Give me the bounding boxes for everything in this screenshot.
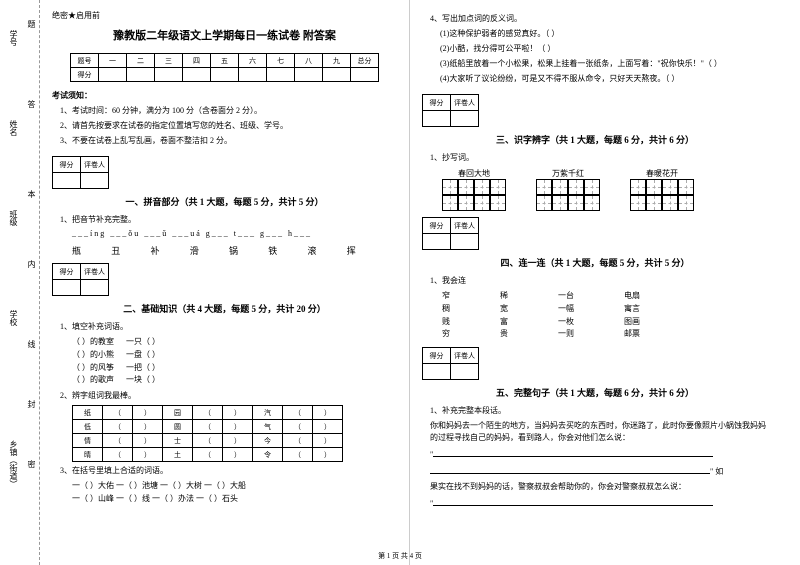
sec2-title: 二、基础知识（共 4 大题，每题 5 分，共计 20 分） (52, 302, 397, 315)
notice-item: 3、不要在试卷上乱写乱画，卷面不整洁扣 2 分。 (60, 135, 397, 147)
fill: 一只（ ） (126, 337, 160, 346)
th: 一 (99, 54, 127, 68)
th: 六 (239, 54, 267, 68)
vlabel-town: 乡镇（街道） (8, 440, 19, 488)
c: 稀 (500, 290, 508, 303)
th: 三 (155, 54, 183, 68)
seal-char: 本 (26, 190, 37, 198)
page-footer: 第 1 页 共 4 页 (0, 551, 800, 561)
c: 富 (500, 316, 508, 329)
vlabel-class: 班级 (8, 210, 19, 226)
sec3-title: 三、识字辨字（共 1 大题，每题 6 分，共计 6 分） (422, 133, 768, 146)
c: 电扇 (624, 290, 640, 303)
seal-char: 密 (26, 460, 37, 468)
sec1-title: 一、拼音部分（共 1 大题，每题 5 分，共计 5 分） (52, 195, 397, 208)
c: 一则 (558, 328, 574, 341)
c: 窄 (442, 290, 450, 303)
right-column: 4、写出加点词的反义词。 (1)这种保护弱者的感觉真好。（ ） (2)小酷，找分… (410, 0, 780, 565)
seal-char: 内 (26, 260, 37, 268)
th: 八 (295, 54, 323, 68)
sb-grader: 评卷人 (81, 157, 109, 173)
subq: (1)这种保护弱者的感觉真好。（ ） (440, 28, 768, 40)
th: 总分 (351, 54, 379, 68)
fill: （ ）的教室 (72, 337, 114, 346)
paper-title: 豫教版二年级语文上学期每日一练试卷 附答案 (52, 27, 397, 43)
fill: 一把（ ） (126, 363, 160, 372)
c: 一幅 (558, 303, 574, 316)
q: 1、抄写词。 (430, 152, 768, 164)
passage: 你和妈妈去一个陌生的地方，当妈妈去买吃的东西时，你迷路了，此时你要像照片小蜗蚀我… (430, 420, 768, 444)
th: 二 (127, 54, 155, 68)
c: 贱 (442, 316, 450, 329)
q: 2、辨字组词我最棒。 (60, 390, 397, 402)
left-column: 绝密★启用前 豫教版二年级语文上学期每日一练试卷 附答案 题号 一 二 三 四 … (40, 0, 410, 565)
c: 一枚 (558, 316, 574, 329)
q: 1、填空补充词语。 (60, 321, 397, 333)
binding-margin: 学号 姓名 班级 学校 乡镇（街道） 题 答 本 内 线 封 密 (0, 0, 40, 565)
scorebox: 得分评卷人 (52, 263, 109, 296)
c: 稠 (442, 303, 450, 316)
vlabel-id: 学号 (8, 30, 19, 46)
notice-item: 2、请首先按要求在试卷的指定位置填写您的姓名、班级、学号。 (60, 120, 397, 132)
vlabel-name: 姓名 (8, 120, 19, 136)
fill: （ ）的歌声 (72, 375, 114, 384)
bracket-fill: 一（ ）山峰 一（ ）线 一（ ）办法 一（ ）石头 (72, 493, 397, 506)
notice-item: 1、考试时间：60 分钟，满分为 100 分（含卷面分 2 分）。 (60, 105, 397, 117)
copy-word-area: 春回大地 万紫千红 春暖花开 (442, 168, 768, 211)
seal-char: 封 (26, 400, 37, 408)
fill: 一块（ ） (126, 375, 160, 384)
sec5-title: 五、完整句子（共 1 大题，每题 6 分，共计 6 分） (422, 386, 768, 399)
subq: (2)小酷，找分得可公平啦！（ ） (440, 43, 768, 55)
fill: （ ）的小熊 (72, 350, 114, 359)
th: 九 (323, 54, 351, 68)
th: 四 (183, 54, 211, 68)
score-table: 题号 一 二 三 四 五 六 七 八 九 总分 得分 (70, 53, 379, 82)
c: 一台 (558, 290, 574, 303)
seal-char: 题 (26, 20, 37, 28)
scorebox: 得分评卷人 (52, 156, 109, 189)
th: 题号 (71, 54, 99, 68)
char-line: 瓶 丑 补 滑 锅 铁 滚 挥 (72, 244, 397, 257)
fill: 一盘（ ） (126, 350, 160, 359)
seal-char: 线 (26, 340, 37, 348)
c: 图画 (624, 316, 640, 329)
bracket-fill: 一（ ）大佑 一（ ）池塘 一（ ）大树 一（ ）大船 (72, 480, 397, 493)
th: 五 (211, 54, 239, 68)
q: 4、写出加点词的反义词。 (430, 13, 768, 25)
word: 春暖花开 (646, 168, 678, 179)
char-distinguish-table: 纸（）园（）汽（） 低（）圆（）气（） 情（）士（）今（） 晴（）土（）令（） (72, 405, 343, 462)
notice-heading: 考试须知： (52, 90, 397, 101)
c: 宽 (500, 303, 508, 316)
th: 七 (267, 54, 295, 68)
answer-line (433, 496, 713, 506)
q: 1、把音节补充完整。 (60, 214, 397, 226)
c: 穷 (442, 328, 450, 341)
td: 得分 (71, 68, 99, 82)
scorebox: 得分评卷人 (422, 217, 479, 250)
vlabel-school: 学校 (8, 310, 19, 326)
answer-line (430, 464, 710, 474)
pinyin-line: ___íng ___ǒu ___ǔ ___uá g___ t___ g___ h… (72, 229, 397, 238)
subq: (4)大家听了议论纷纷，可是又不得不服从命令，只好天天熬夜。（ ） (440, 73, 768, 85)
tail: " 如 (710, 467, 723, 476)
subq: (3)纸船里放着一个小松果，松果上挂着一张纸条，上面写着："祝你快乐！"（ ） (440, 58, 768, 70)
c: 贵 (500, 328, 508, 341)
word: 春回大地 (458, 168, 490, 179)
c: 寓言 (624, 303, 640, 316)
q: 1、补充完整本段话。 (430, 405, 768, 417)
q: 3、在括号里填上合适的词语。 (60, 465, 397, 477)
seal-char: 答 (26, 100, 37, 108)
q: 1、我会连 (430, 275, 768, 287)
confidential-mark: 绝密★启用前 (52, 10, 397, 21)
scorebox: 得分评卷人 (422, 347, 479, 380)
scorebox: 得分评卷人 (422, 94, 479, 127)
sec4-title: 四、连一连（共 1 大题，每题 5 分，共计 5 分） (422, 256, 768, 269)
passage: 果实在找不到妈妈的话，警察叔叔会帮助你的，你会对警察叔叔怎么说： (430, 481, 768, 493)
word: 万紫千红 (552, 168, 584, 179)
answer-line (433, 447, 713, 457)
fill: （ ）的风筝 (72, 363, 114, 372)
c: 邮票 (624, 328, 640, 341)
sb-score: 得分 (53, 157, 81, 173)
